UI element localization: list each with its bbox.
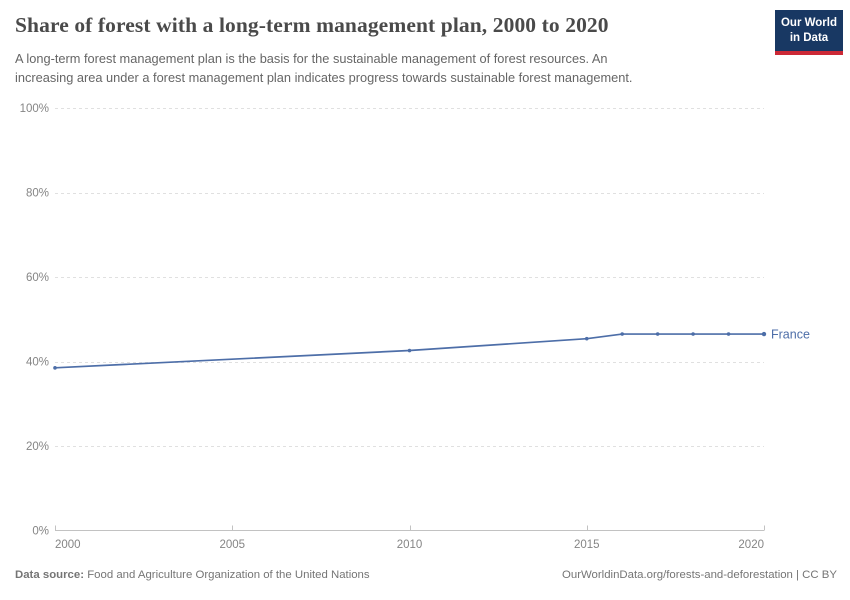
- subtitle-line-1: A long-term forest management plan is th…: [15, 51, 608, 66]
- x-tick-label-2020: 2020: [738, 539, 764, 551]
- y-tick-label-100: 100%: [20, 103, 49, 115]
- x-tick-label-2005: 2005: [219, 539, 245, 551]
- series-label-france[interactable]: France: [771, 328, 810, 342]
- subtitle-line-2: increasing area under a forest managemen…: [15, 69, 633, 85]
- chart-title: Share of forest with a long-term managem…: [15, 13, 609, 37]
- data-point-france-2019[interactable]: [726, 332, 731, 336]
- chart-subtitle: A long-term forest management plan is th…: [15, 50, 632, 87]
- data-source-label: Data source:: [15, 569, 85, 581]
- data-point-france-2015[interactable]: [584, 336, 589, 341]
- y-tick-label-60: 60%: [26, 272, 49, 284]
- data-point-france-2018[interactable]: [691, 332, 695, 336]
- chart-footer: Data source: Food and Agriculture Organi…: [15, 569, 837, 581]
- data-point-france-2020[interactable]: [761, 331, 767, 337]
- data-point-france-2016[interactable]: [620, 332, 624, 336]
- credit-link[interactable]: OurWorldinData.org/forests-and-deforesta…: [562, 569, 837, 581]
- y-tick-label-80: 80%: [26, 188, 49, 200]
- y-tick-label-0: 0%: [32, 526, 49, 538]
- data-point-france-2017[interactable]: [655, 332, 660, 336]
- x-tick-label-2015: 2015: [574, 539, 600, 551]
- x-tick-label-2010: 2010: [397, 539, 423, 551]
- y-tick-label-20: 20%: [26, 441, 49, 453]
- data-source: Data source: Food and Agriculture Organi…: [15, 569, 370, 581]
- series-line-france[interactable]: [54, 333, 765, 369]
- data-source-text: Food and Agriculture Organization of the…: [87, 569, 370, 581]
- y-tick-label-40: 40%: [26, 357, 49, 369]
- data-point-france-2010[interactable]: [407, 348, 412, 353]
- owid-logo-line1: Our World: [780, 17, 837, 29]
- x-tick-label-2000: 2000: [55, 539, 81, 551]
- owid-logo-line2: in Data: [789, 31, 829, 44]
- owid-logo[interactable]: Our World in Data: [775, 10, 843, 55]
- data-point-france-2000[interactable]: [53, 366, 57, 370]
